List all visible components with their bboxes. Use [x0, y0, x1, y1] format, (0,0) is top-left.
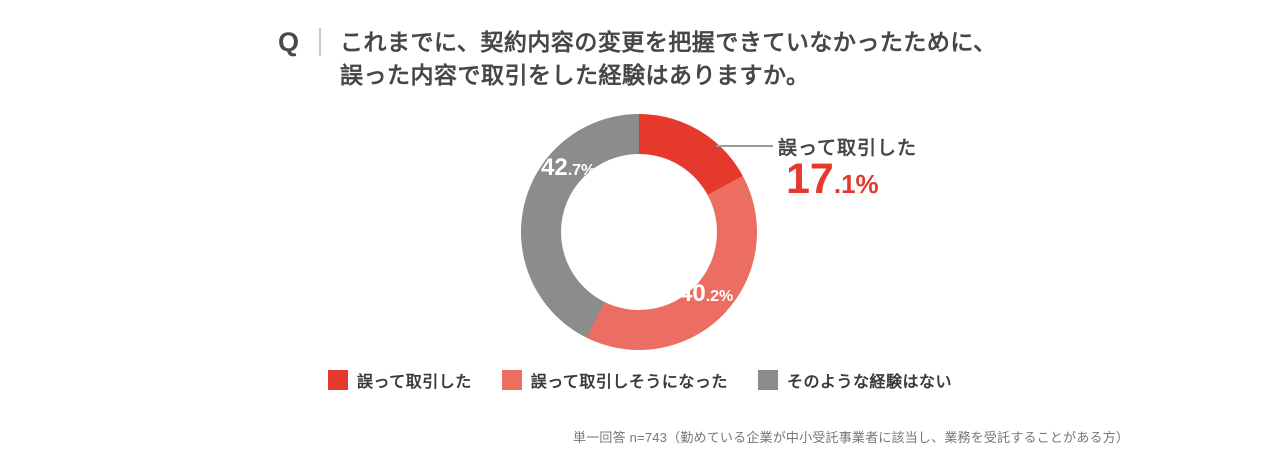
chart-legend: 誤って取引した 誤って取引しそうになった そのような経験はない: [0, 368, 1280, 392]
question-divider: [319, 28, 322, 56]
question-q-mark: Q: [278, 27, 300, 57]
legend-label: そのような経験はない: [786, 374, 952, 391]
donut-chart: 42.7% 40.2%: [521, 114, 757, 350]
slice-label-almost-traded: 40.2%: [679, 282, 733, 306]
legend-swatch-salmon: [501, 370, 522, 390]
legend-item-almost-traded: 誤って取引しそうになった: [501, 368, 728, 392]
callout-value-fraction: .1%: [833, 169, 879, 199]
question-line-1: これまでに、契約内容の変更を把握できていなかったために、: [340, 29, 997, 55]
slice-value-fraction: .7%: [567, 162, 596, 179]
slice-label-no-experience: 42.7%: [541, 156, 595, 180]
legend-item-mistaken-trade: 誤って取引した: [328, 368, 472, 392]
callout-label: 誤って取引した: [778, 138, 918, 159]
question-header: Q これまでに、契約内容の変更を把握できていなかったために、 誤った内容で取引を…: [278, 26, 997, 92]
legend-swatch-gray: [757, 370, 778, 390]
slice-value-fraction: .2%: [705, 288, 734, 305]
callout-value: 17.1%: [786, 158, 879, 201]
legend-swatch-red: [328, 370, 349, 390]
legend-label: 誤って取引しそうになった: [530, 374, 728, 391]
callout-leader-line: [716, 145, 773, 147]
slice-value-integer: 42: [541, 154, 568, 181]
slice-value-integer: 40: [679, 280, 706, 307]
footnote: 単一回答 n=743（勤めている企業が中小受託事業者に該当し、業務を受託すること…: [573, 430, 1130, 445]
donut-hole: [561, 154, 717, 310]
callout-value-integer: 17: [786, 155, 834, 203]
question-text: これまでに、契約内容の変更を把握できていなかったために、 誤った内容で取引をした…: [340, 26, 997, 92]
question-line-2: 誤った内容で取引をした経験はありますか。: [340, 62, 810, 88]
legend-label: 誤って取引した: [357, 374, 472, 391]
legend-item-no-experience: そのような経験はない: [757, 368, 952, 392]
